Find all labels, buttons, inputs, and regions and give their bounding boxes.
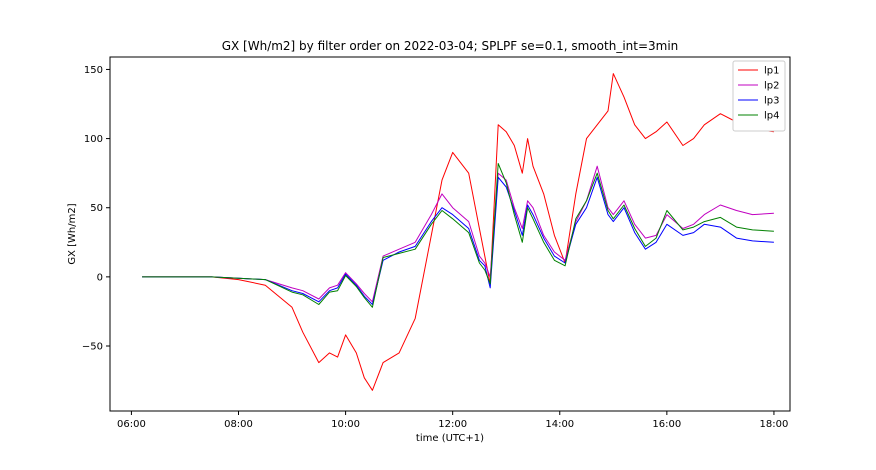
y-tick-label: 100 xyxy=(84,134,103,145)
legend: lp1 lp2 lp3 lp4 xyxy=(732,60,786,132)
legend-label-lp3: lp3 xyxy=(764,96,780,107)
legend-label-lp1: lp1 xyxy=(764,66,780,77)
x-tick-label: 08:00 xyxy=(224,419,253,430)
series-line-lp2 xyxy=(142,165,774,303)
x-tick-label: 10:00 xyxy=(331,419,360,430)
x-axis-ticks: 06:00 08:00 10:00 12:00 14:00 16:00 18:00 xyxy=(117,411,788,430)
legend-box xyxy=(732,60,786,132)
chart-title: GX [Wh/m2] by filter order on 2022-03-04… xyxy=(222,39,679,53)
y-tick-label: 0 xyxy=(97,272,103,283)
series-line-lp1 xyxy=(142,73,774,391)
y-axis-ticks: −50 0 50 100 150 xyxy=(82,65,110,353)
series-line-lp3 xyxy=(142,176,774,305)
x-tick-label: 12:00 xyxy=(438,419,467,430)
y-tick-label: 50 xyxy=(90,203,103,214)
legend-label-lp2: lp2 xyxy=(764,81,780,92)
legend-label-lp4: lp4 xyxy=(764,111,780,122)
x-axis-label: time (UTC+1) xyxy=(416,433,484,444)
plot-area: 06:00 08:00 10:00 12:00 14:00 16:00 18:00 −50 0… xyxy=(82,56,791,430)
series-lines xyxy=(142,73,774,391)
y-axis-label: GX [Wh/m2] xyxy=(67,203,78,264)
x-tick-label: 18:00 xyxy=(760,419,789,430)
x-tick-label: 06:00 xyxy=(117,419,146,430)
x-tick-label: 16:00 xyxy=(652,419,681,430)
x-tick-label: 14:00 xyxy=(545,419,574,430)
series-line-lp4 xyxy=(142,163,774,308)
y-tick-label: 150 xyxy=(84,65,103,76)
y-tick-label: −50 xyxy=(82,342,103,353)
plot-frame xyxy=(109,56,791,412)
